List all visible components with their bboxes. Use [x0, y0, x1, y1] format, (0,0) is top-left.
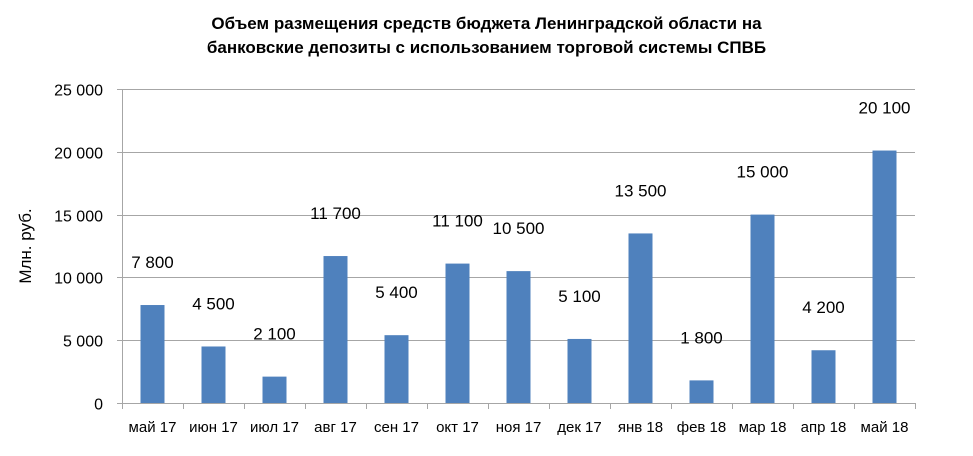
bar [872, 150, 897, 403]
data-label: 4 500 [192, 294, 235, 313]
x-tick-label: май 18 [861, 419, 909, 436]
x-tick-label: май 17 [129, 419, 177, 436]
bar [201, 346, 226, 403]
data-label: 5 100 [558, 287, 601, 306]
data-label: 11 700 [310, 204, 361, 223]
bar [506, 271, 531, 403]
data-label: 1 800 [680, 328, 723, 347]
y-tick-label: 20 000 [54, 146, 103, 163]
x-tick-label: июн 17 [189, 419, 238, 436]
chart-title-line-2: банковские депозиты с использованием тор… [206, 38, 767, 57]
bar [628, 233, 653, 403]
y-tick-label: 15 000 [54, 209, 103, 226]
data-label: 20 100 [859, 99, 911, 118]
data-label: 4 200 [802, 298, 845, 317]
y-tick-label: 25 000 [54, 83, 103, 100]
x-tick-label: мар 18 [739, 419, 787, 436]
x-tick-labels: май 17 июн 17 июл 17 авг 17 сен 17 окт 17 ноя … [129, 419, 909, 436]
x-tick-label: сен 17 [374, 419, 419, 436]
y-tick-label: 10 000 [54, 271, 103, 288]
x-tick-label: июл 17 [250, 419, 299, 436]
bar [567, 338, 592, 403]
y-tick-label: 5 000 [63, 334, 103, 351]
y-tick-labels: 0 5 000 10 000 15 000 20 000 25 000 [54, 83, 103, 414]
y-axis-label: Млн. руб. [16, 208, 35, 283]
x-tick-label: авг 17 [314, 419, 357, 436]
bar [262, 376, 287, 403]
bar [323, 256, 348, 403]
data-label: 13 500 [615, 181, 667, 200]
bar [750, 214, 775, 403]
bar [384, 335, 409, 403]
data-label: 10 500 [493, 219, 545, 238]
data-label: 2 100 [253, 325, 296, 344]
data-label: 5 400 [375, 283, 418, 302]
data-label: 7 800 [131, 253, 174, 272]
chart-title: Объем размещения средств бюджета Ленингр… [0, 12, 973, 60]
chart-title-line-1: Объем размещения средств бюджета Ленингр… [211, 14, 762, 33]
bar [811, 350, 836, 403]
x-tick-label: апр 18 [801, 419, 847, 436]
axes [117, 89, 916, 409]
x-tick-label: янв 18 [618, 419, 663, 436]
x-tick-label: ноя 17 [496, 419, 542, 436]
x-tick-label: дек 17 [557, 419, 602, 436]
bars [140, 150, 897, 403]
x-tick-label: фев 18 [677, 419, 727, 436]
bar [445, 263, 470, 403]
data-labels: 7 800 4 500 2 100 11 700 5 400 11 100 10 500 5 … [131, 99, 910, 348]
x-tick-label: окт 17 [436, 419, 479, 436]
y-tick-label: 0 [94, 397, 103, 414]
bar [689, 380, 714, 403]
bar [140, 305, 165, 403]
data-label: 15 000 [737, 163, 789, 182]
data-label: 11 100 [432, 212, 483, 231]
